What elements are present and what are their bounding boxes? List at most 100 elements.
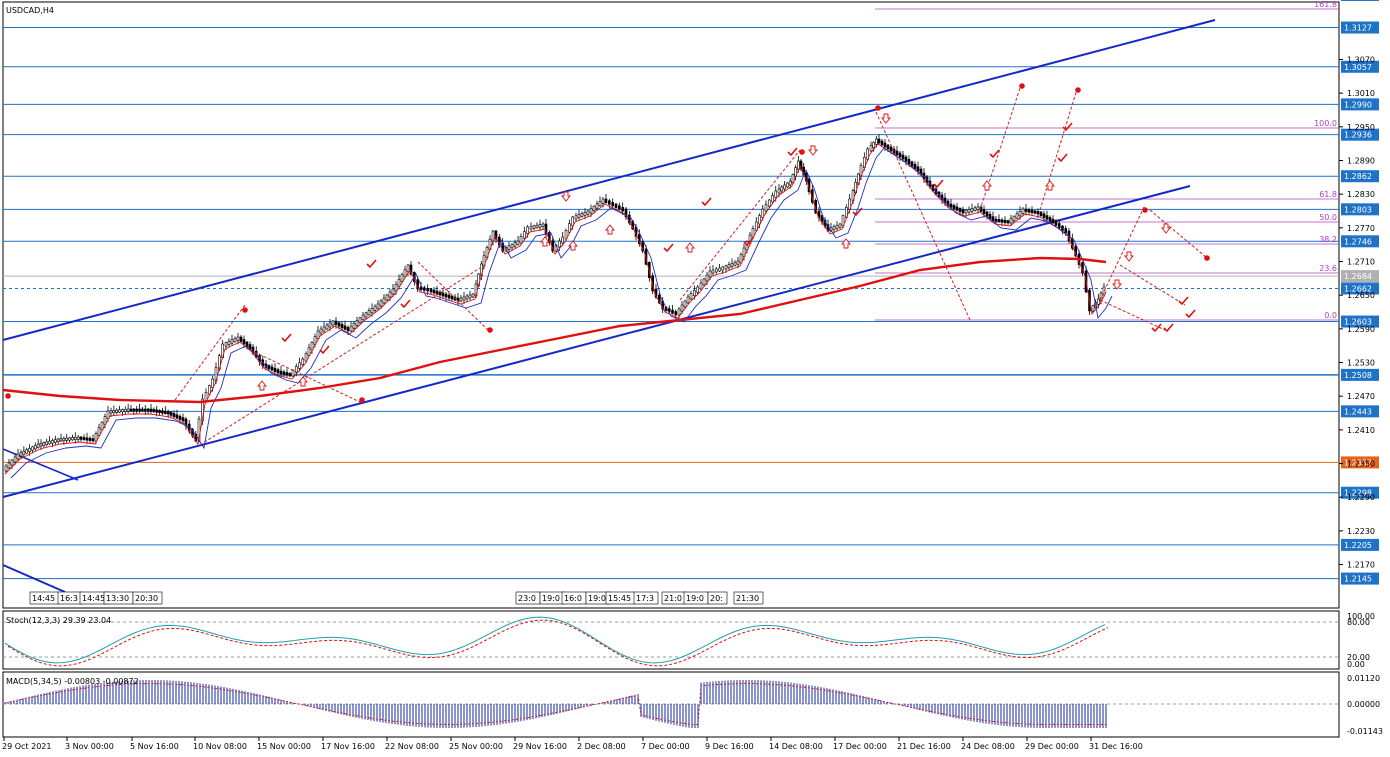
candle-body bbox=[727, 264, 731, 269]
candle-body bbox=[689, 293, 693, 300]
level-label-box bbox=[1341, 0, 1379, 1]
projection-line[interactable] bbox=[1039, 85, 1079, 211]
main-price-panel[interactable] bbox=[2, 1, 1340, 609]
candle-body bbox=[129, 408, 133, 412]
candle-body bbox=[601, 198, 605, 204]
check-mark-icon bbox=[989, 149, 1000, 159]
check-mark-icon bbox=[1185, 309, 1196, 319]
candle-body bbox=[608, 200, 611, 205]
candle-body bbox=[595, 203, 599, 209]
candle-body bbox=[438, 291, 442, 296]
candle-body bbox=[733, 261, 737, 266]
level-label-box bbox=[1341, 235, 1379, 248]
candle-body bbox=[62, 438, 66, 442]
projection-line[interactable] bbox=[1119, 264, 1186, 306]
up-arrow-icon[interactable] bbox=[257, 380, 267, 391]
candle-body bbox=[76, 436, 80, 440]
projection-line[interactable] bbox=[1099, 299, 1166, 331]
level-label-box bbox=[1341, 368, 1379, 381]
candle-body bbox=[355, 320, 359, 326]
time-label: 17 Dec 00:00 bbox=[833, 742, 887, 751]
candle-body bbox=[65, 437, 69, 441]
candle-body bbox=[471, 293, 475, 298]
candle-body bbox=[364, 312, 368, 318]
session-label: 21:0 bbox=[664, 594, 682, 603]
candle-body bbox=[68, 437, 71, 441]
candle-body bbox=[952, 205, 956, 210]
candle-body bbox=[307, 347, 311, 356]
session-label: 14:45 bbox=[82, 594, 105, 603]
candle-body bbox=[45, 441, 49, 445]
up-arrow-icon[interactable] bbox=[841, 238, 851, 249]
candle-body bbox=[242, 339, 246, 345]
candle-body bbox=[1024, 208, 1028, 212]
ma-slow-line bbox=[2, 256, 1107, 404]
projection-line[interactable] bbox=[417, 261, 491, 333]
projection-line[interactable] bbox=[1149, 209, 1208, 259]
candle-body bbox=[604, 198, 608, 203]
price-tick-label: 1.2950 bbox=[1347, 123, 1375, 132]
fib-label: 38.2 bbox=[1319, 235, 1337, 244]
candle-body bbox=[832, 226, 836, 231]
candle-body bbox=[970, 208, 974, 212]
up-arrow-icon[interactable] bbox=[298, 376, 308, 387]
candle-body bbox=[910, 161, 914, 167]
time-label: 24 Dec 08:00 bbox=[961, 742, 1015, 751]
candle-body bbox=[783, 184, 786, 190]
candle-body bbox=[1015, 213, 1019, 219]
candle-body bbox=[901, 154, 905, 160]
candle-body bbox=[316, 330, 320, 339]
up-arrow-icon[interactable] bbox=[605, 224, 615, 235]
down-arrow-icon[interactable] bbox=[808, 145, 818, 156]
down-arrow-icon[interactable] bbox=[1161, 223, 1171, 234]
candle-body bbox=[683, 300, 687, 308]
candle-body bbox=[516, 240, 520, 245]
candle-body bbox=[391, 288, 395, 295]
session-label-box bbox=[707, 591, 728, 605]
projection-line[interactable] bbox=[875, 111, 971, 321]
down-arrow-icon[interactable] bbox=[1124, 251, 1134, 262]
candle-body bbox=[429, 288, 433, 293]
candle-body bbox=[279, 370, 283, 375]
candle-body bbox=[898, 152, 902, 158]
stochastic-panel[interactable] bbox=[2, 610, 1340, 670]
candle-body bbox=[7, 462, 11, 469]
candle-body bbox=[736, 260, 740, 265]
arrowhead-icon bbox=[5, 393, 11, 399]
up-arrow-icon[interactable] bbox=[568, 240, 578, 251]
candle-body bbox=[42, 442, 46, 446]
candle-body bbox=[36, 443, 40, 448]
candle-body bbox=[349, 325, 353, 332]
up-arrow-icon[interactable] bbox=[685, 242, 695, 253]
up-arrow-icon[interactable] bbox=[982, 180, 992, 191]
up-arrow-icon[interactable] bbox=[540, 236, 550, 247]
down-arrow-icon[interactable] bbox=[1112, 279, 1122, 290]
channel-upper-line[interactable] bbox=[2, 19, 1216, 341]
projection-line[interactable] bbox=[199, 267, 481, 446]
candle-body bbox=[146, 408, 150, 412]
candle-body bbox=[423, 287, 426, 291]
time-label: 15 Nov 00:00 bbox=[257, 742, 311, 751]
projection-line[interactable] bbox=[679, 149, 801, 301]
candle-body bbox=[714, 268, 718, 273]
trendline-lower[interactable] bbox=[2, 564, 66, 593]
candle-body bbox=[618, 205, 621, 210]
candle-body bbox=[982, 209, 986, 215]
fib-label: 100.0 bbox=[1314, 119, 1337, 128]
projection-line[interactable] bbox=[1099, 204, 1146, 301]
candle-body bbox=[288, 372, 292, 377]
projection-line[interactable] bbox=[249, 349, 361, 403]
down-arrow-icon[interactable] bbox=[881, 113, 891, 124]
candle-body bbox=[388, 291, 392, 298]
candle-body bbox=[273, 367, 277, 372]
down-arrow-icon[interactable] bbox=[561, 191, 571, 202]
channel-lower-line[interactable] bbox=[2, 185, 1191, 498]
candle-body bbox=[310, 341, 314, 351]
session-label: 20: bbox=[710, 594, 723, 603]
candle-body bbox=[51, 440, 54, 444]
trendline-short[interactable] bbox=[2, 448, 79, 481]
up-arrow-icon[interactable] bbox=[1045, 180, 1055, 191]
candle-body bbox=[693, 290, 696, 296]
candle-body bbox=[955, 206, 959, 211]
